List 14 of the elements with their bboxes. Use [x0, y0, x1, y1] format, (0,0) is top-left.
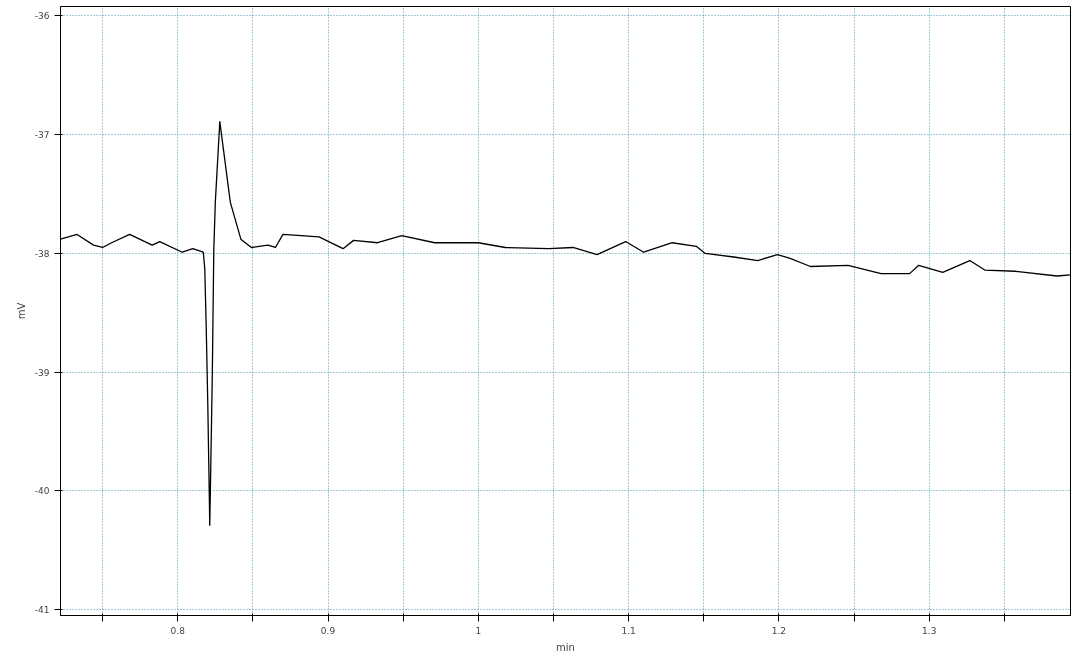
x-tick-label: 0.9 — [320, 625, 336, 636]
y-tick-label: -38 — [34, 248, 50, 259]
y-tick-label: -39 — [34, 367, 50, 378]
x-tick-label: 1.1 — [621, 625, 636, 636]
y-tick-label: -40 — [34, 486, 50, 497]
x-tick-label: 0.8 — [170, 625, 186, 636]
y-tick-label: -37 — [34, 130, 50, 141]
y-tick-label: -41 — [34, 605, 50, 616]
y-axis-title: mV — [15, 302, 27, 320]
x-axis-title: min — [556, 641, 575, 653]
x-tick-label: 1 — [475, 625, 482, 636]
x-tick-label: 1.2 — [771, 625, 787, 636]
y-tick-label: -36 — [34, 11, 50, 22]
x-tick-label: 1.3 — [922, 625, 937, 636]
